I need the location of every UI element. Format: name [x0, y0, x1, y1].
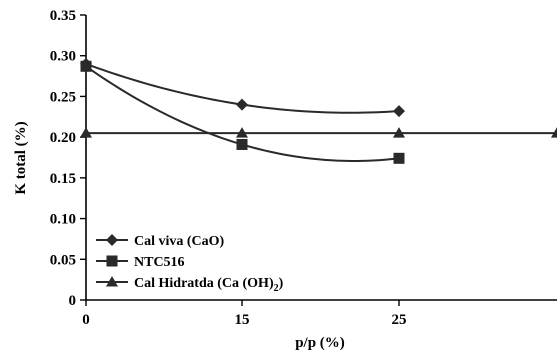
legend-label: Cal Hidratda (Ca (OH)2): [134, 276, 284, 294]
data-point-square: [236, 138, 248, 150]
data-point-diamond: [236, 98, 248, 111]
y-tick-label: 0.10: [50, 212, 76, 228]
series-2: [80, 60, 405, 164]
y-tick-label: 0: [69, 293, 77, 309]
legend-item-2: NTC516: [96, 255, 185, 270]
y-tick-label: 0.25: [50, 89, 76, 105]
y-axis-label: K total (%): [13, 121, 29, 194]
legend-label-subscript: 2: [274, 283, 279, 294]
x-tick-label: 0: [82, 312, 90, 328]
y-tick-label: 0.35: [50, 8, 76, 24]
y-tick-label: 0.30: [50, 49, 76, 65]
data-point-triangle: [106, 276, 118, 287]
x-axis-label: p/p (%): [295, 335, 345, 351]
data-point-triangle: [393, 127, 405, 138]
data-point-triangle: [80, 127, 92, 138]
legend: Cal viva (CaO) NTC516 Cal Hidratda (Ca (OH…: [96, 234, 284, 294]
series-3: [80, 127, 557, 138]
data-point-triangle: [236, 127, 248, 138]
data-point-square: [106, 255, 118, 267]
legend-label-tail: ): [279, 276, 284, 291]
data-point-square: [393, 152, 405, 164]
legend-item-3: Cal Hidratda (Ca (OH)2): [96, 276, 284, 294]
data-point-diamond: [106, 234, 118, 246]
legend-label: NTC516: [134, 255, 185, 270]
y-tick-label: 0.15: [50, 171, 76, 187]
y-tick-label: 0.20: [50, 130, 76, 146]
series-layer: [80, 57, 557, 164]
legend-label-main: Cal Hidratda (Ca (OH): [134, 276, 274, 291]
data-point-diamond: [393, 105, 405, 118]
legend-label: Cal viva (CaO): [134, 234, 225, 249]
data-point-square: [80, 60, 92, 72]
series-1: [80, 57, 405, 118]
x-tick-label: 25: [392, 312, 407, 328]
y-tick-label: 0.05: [50, 252, 76, 268]
legend-item-1: Cal viva (CaO): [96, 234, 225, 249]
data-point-triangle: [551, 127, 557, 138]
x-tick-label: 15: [235, 312, 250, 328]
axes: 0 0.05 0.10 0.15 0.20 0.25 0.30 0.35 0 15 25: [50, 8, 557, 328]
